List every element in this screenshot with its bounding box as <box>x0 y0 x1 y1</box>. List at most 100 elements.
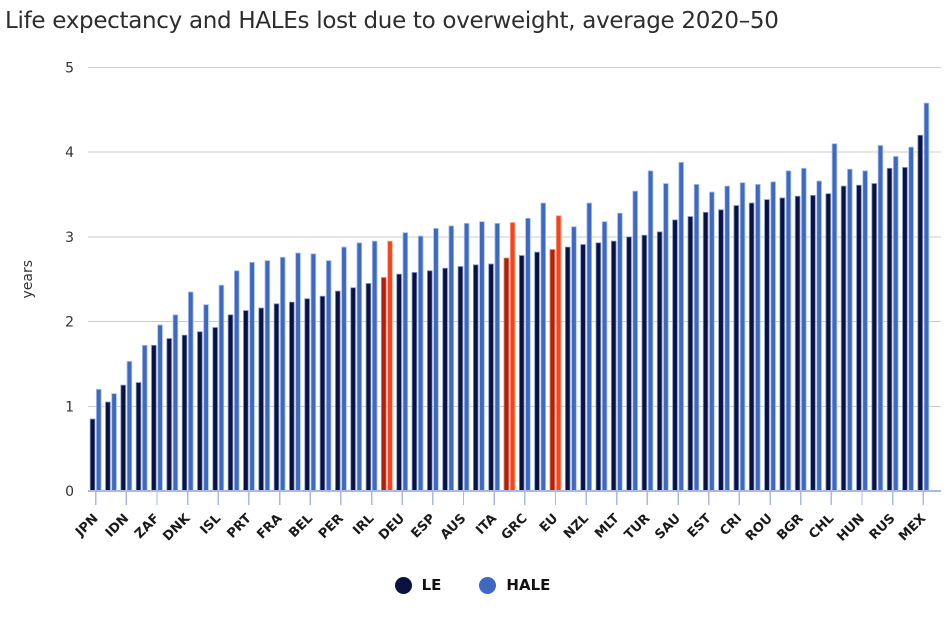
bar-hale-c30[interactable] <box>540 202 547 492</box>
bar-le-FRA[interactable] <box>273 303 280 492</box>
bar-le-c28[interactable] <box>503 257 510 492</box>
bar-hale-BEL[interactable] <box>310 253 317 492</box>
bar-le-ITA[interactable] <box>488 263 494 492</box>
bar-le-HUN[interactable] <box>856 184 862 492</box>
bar-le-RUS[interactable] <box>886 167 893 492</box>
bar-le-TUR[interactable] <box>641 234 648 492</box>
bar-le-IDN[interactable] <box>120 384 126 492</box>
bar-hale-c20[interactable] <box>387 240 393 492</box>
bar-hale-RUS[interactable] <box>893 156 899 492</box>
bar-le-c4[interactable] <box>135 382 142 492</box>
bar-le-c46[interactable] <box>779 197 786 492</box>
bar-hale-ITA[interactable] <box>494 222 501 492</box>
bar-hale-c32[interactable] <box>571 226 577 492</box>
bar-le-c32[interactable] <box>564 246 571 492</box>
bar-le-c18[interactable] <box>350 287 356 492</box>
bar-le-JPN[interactable] <box>89 418 96 492</box>
bar-le-c24[interactable] <box>442 267 448 492</box>
bar-hale-ROU[interactable] <box>770 181 776 492</box>
bar-le-BGR[interactable] <box>794 195 801 492</box>
bar-hale-EU[interactable] <box>555 215 562 492</box>
bar-hale-c50[interactable] <box>847 168 853 492</box>
bar-hale-JPN[interactable] <box>96 388 102 492</box>
bar-hale-MEX[interactable] <box>923 102 930 492</box>
bar-le-ISL[interactable] <box>212 327 218 492</box>
bar-le-IRL[interactable] <box>365 283 372 492</box>
bar-hale-c38[interactable] <box>663 183 669 492</box>
bar-hale-c10[interactable] <box>233 270 240 492</box>
bar-le-c48[interactable] <box>810 194 816 492</box>
bar-le-SAU[interactable] <box>672 219 678 492</box>
bar-le-c22[interactable] <box>411 272 418 492</box>
bar-hale-c22[interactable] <box>417 235 424 492</box>
bar-hale-c4[interactable] <box>141 344 148 492</box>
bar-hale-MLT[interactable] <box>617 212 623 492</box>
bar-hale-c8[interactable] <box>203 304 209 492</box>
bar-hale-c24[interactable] <box>448 225 455 492</box>
bar-hale-c46[interactable] <box>785 170 792 492</box>
bar-hale-c28[interactable] <box>509 222 516 492</box>
bar-hale-ZAF[interactable] <box>157 324 163 492</box>
bar-le-c52[interactable] <box>871 183 878 492</box>
bar-le-c26[interactable] <box>472 264 479 492</box>
bar-hale-PER[interactable] <box>341 246 347 492</box>
bar-le-EU[interactable] <box>549 249 556 492</box>
bar-le-PER[interactable] <box>335 290 341 492</box>
bar-le-MEX[interactable] <box>917 134 923 492</box>
bar-le-c34[interactable] <box>595 242 602 492</box>
bar-le-BEL[interactable] <box>304 298 310 492</box>
bar-le-EST[interactable] <box>702 211 709 492</box>
bar-hale-c6[interactable] <box>172 314 179 492</box>
bar-hale-c44[interactable] <box>755 183 761 492</box>
bar-hale-c18[interactable] <box>356 242 363 492</box>
bar-le-c42[interactable] <box>718 209 724 492</box>
bar-hale-c54[interactable] <box>908 146 914 492</box>
bar-le-AUS[interactable] <box>457 266 464 492</box>
bar-hale-CHL[interactable] <box>831 143 838 492</box>
bar-hale-TUR[interactable] <box>647 170 654 492</box>
bar-le-NZL[interactable] <box>580 244 586 492</box>
bar-le-c8[interactable] <box>197 331 203 492</box>
bar-hale-HUN[interactable] <box>862 170 868 492</box>
bar-hale-c14[interactable] <box>295 252 301 492</box>
bar-le-c20[interactable] <box>381 277 387 492</box>
bar-hale-BGR[interactable] <box>801 167 807 492</box>
bar-hale-DEU[interactable] <box>402 232 409 492</box>
bar-le-DNK[interactable] <box>181 334 188 492</box>
bar-le-CRI[interactable] <box>733 205 740 492</box>
bar-le-c36[interactable] <box>626 236 632 492</box>
bar-hale-c36[interactable] <box>632 190 638 492</box>
bar-le-c2[interactable] <box>105 401 111 492</box>
bar-hale-AUS[interactable] <box>463 222 470 492</box>
bar-hale-CRI[interactable] <box>739 182 746 492</box>
bar-hale-ISL[interactable] <box>218 284 225 492</box>
bar-le-c54[interactable] <box>902 167 908 492</box>
bar-le-c38[interactable] <box>656 231 663 492</box>
bar-hale-SAU[interactable] <box>678 161 684 492</box>
bar-hale-c52[interactable] <box>877 145 884 492</box>
bar-le-c14[interactable] <box>289 301 295 492</box>
bar-hale-IRL[interactable] <box>371 240 378 492</box>
bar-le-c12[interactable] <box>258 307 264 492</box>
bar-hale-c48[interactable] <box>816 180 822 492</box>
bar-le-CHL[interactable] <box>825 193 832 492</box>
bar-hale-c26[interactable] <box>479 221 485 492</box>
bar-hale-EST[interactable] <box>709 191 715 492</box>
bar-le-c40[interactable] <box>687 216 694 492</box>
bar-le-DEU[interactable] <box>396 273 402 492</box>
bar-le-c6[interactable] <box>166 338 172 492</box>
bar-hale-c16[interactable] <box>325 260 332 492</box>
bar-le-ESP[interactable] <box>427 270 433 492</box>
bar-hale-ESP[interactable] <box>433 228 439 492</box>
bar-hale-FRA[interactable] <box>279 256 286 492</box>
bar-hale-c12[interactable] <box>264 260 271 492</box>
bar-le-c50[interactable] <box>840 185 847 492</box>
bar-hale-GRC[interactable] <box>525 217 531 492</box>
bar-le-c30[interactable] <box>534 251 540 492</box>
bar-hale-c2[interactable] <box>111 393 117 492</box>
bar-le-c44[interactable] <box>748 202 755 492</box>
bar-hale-DNK[interactable] <box>187 291 194 492</box>
bar-hale-c42[interactable] <box>724 185 730 492</box>
bar-hale-PRT[interactable] <box>249 261 255 492</box>
bar-hale-NZL[interactable] <box>586 202 592 492</box>
